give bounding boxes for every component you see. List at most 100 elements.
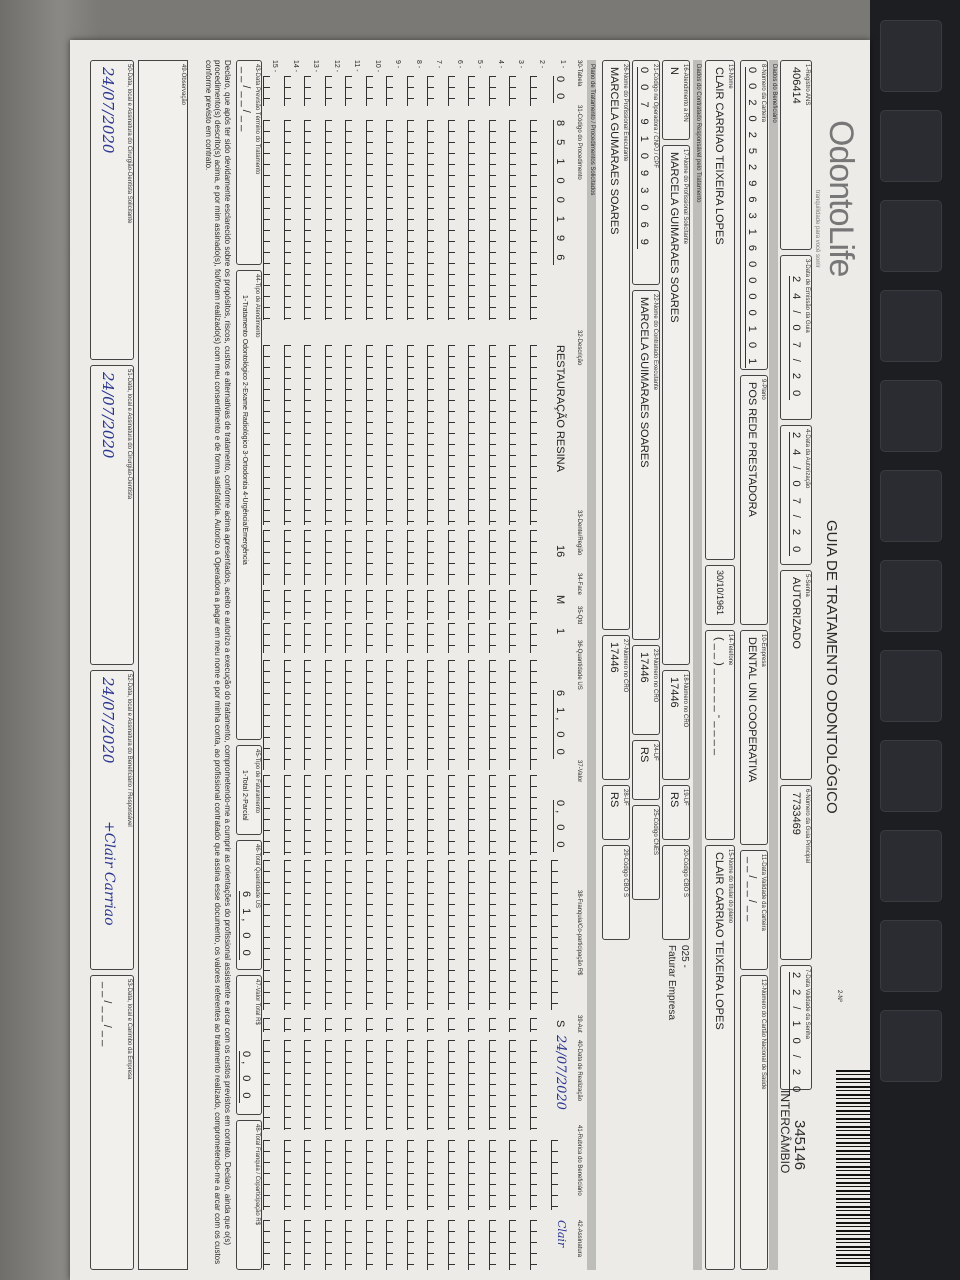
table-cell[interactable]: [366, 345, 373, 525]
field-validade-carteira[interactable]: 11-Data Validade da Carteira _ _ / _ _ / …: [740, 850, 768, 970]
field-cbo-prof[interactable]: 29-Código CBO S: [602, 845, 630, 940]
table-cell[interactable]: [407, 775, 414, 855]
table-cell[interactable]: [386, 623, 394, 653]
field-registro-ans[interactable]: 1-Registro ANS 406414: [780, 60, 812, 250]
table-cell[interactable]: [304, 860, 312, 1010]
table-cell[interactable]: [407, 1018, 414, 1032]
table-cell[interactable]: [530, 623, 537, 653]
table-cell[interactable]: [325, 1018, 332, 1032]
table-cell[interactable]: [509, 345, 517, 525]
table-cell[interactable]: [284, 120, 291, 320]
table-cell[interactable]: [427, 860, 435, 1010]
table-cell[interactable]: [509, 860, 517, 1010]
table-cell[interactable]: [509, 590, 517, 620]
table-cell[interactable]: [468, 345, 476, 525]
table-cell[interactable]: [304, 345, 312, 525]
table-cell[interactable]: [345, 120, 353, 320]
table-cell[interactable]: [407, 120, 414, 320]
field-nascimento[interactable]: 30/10/1961: [705, 565, 735, 625]
field-tipo-faturamento[interactable]: 45-Tipo de Faturamento 1-Total 2-Parcial: [236, 745, 262, 835]
field-uf-executante[interactable]: 24-UF RS: [632, 740, 660, 800]
table-cell[interactable]: [407, 860, 414, 1010]
table-cell[interactable]: [386, 1140, 394, 1210]
table-cell[interactable]: [366, 1140, 373, 1210]
table-cell[interactable]: [448, 590, 455, 620]
table-cell[interactable]: [366, 530, 373, 585]
table-cell[interactable]: [509, 120, 517, 320]
table-cell[interactable]: [345, 590, 353, 620]
table-cell[interactable]: [489, 660, 496, 770]
table-cell[interactable]: [284, 775, 291, 855]
table-cell[interactable]: [427, 1040, 435, 1130]
table-cell[interactable]: [448, 775, 455, 855]
table-cell[interactable]: [386, 530, 394, 585]
table-cell[interactable]: [489, 76, 496, 106]
table-cell[interactable]: [468, 1040, 476, 1130]
table-cell[interactable]: [263, 775, 271, 855]
signature-50[interactable]: 50-Data, local e Assinatura do Cirurgião…: [90, 60, 134, 360]
table-cell[interactable]: [284, 590, 291, 620]
table-cell[interactable]: [325, 660, 332, 770]
table-cell[interactable]: [386, 1018, 394, 1032]
table-cell[interactable]: [284, 530, 291, 585]
cell-face[interactable]: M: [554, 595, 566, 605]
table-cell[interactable]: [263, 76, 271, 106]
field-uf-solicitante[interactable]: 19-UF RS: [662, 785, 690, 840]
table-cell[interactable]: [345, 860, 353, 1010]
field-guia-principal[interactable]: 6-Número da Guia Principal 7733469: [780, 785, 812, 960]
table-cell[interactable]: [407, 1220, 414, 1270]
table-cell[interactable]: [345, 1040, 353, 1130]
table-cell[interactable]: [386, 1040, 394, 1130]
cell-qtd[interactable]: 1: [554, 628, 566, 635]
table-cell[interactable]: [284, 1140, 291, 1210]
table-cell[interactable]: [468, 590, 476, 620]
cell-franquia[interactable]: [551, 860, 558, 1010]
table-cell[interactable]: [448, 530, 455, 585]
table-cell[interactable]: [489, 623, 496, 653]
table-cell[interactable]: [325, 1040, 332, 1130]
table-cell[interactable]: [263, 590, 271, 620]
field-previsao-termino[interactable]: 43-Data Previsão Término do Tratamento _ …: [236, 60, 262, 265]
table-cell[interactable]: [530, 775, 537, 855]
table-cell[interactable]: [407, 530, 414, 585]
table-cell[interactable]: [304, 623, 312, 653]
table-cell[interactable]: [263, 660, 271, 770]
cell-codigo[interactable]: 8 5 1 0 0 1 9 6: [553, 120, 566, 266]
table-cell[interactable]: [489, 1140, 496, 1210]
table-cell[interactable]: [427, 660, 435, 770]
cell-descricao[interactable]: RESTAURAÇÃO RESINA: [554, 345, 566, 472]
table-cell[interactable]: [468, 120, 476, 320]
table-cell[interactable]: [509, 1040, 517, 1130]
table-cell[interactable]: [386, 1220, 394, 1270]
table-cell[interactable]: [468, 1220, 476, 1270]
table-cell[interactable]: [427, 590, 435, 620]
table-cell[interactable]: [509, 1220, 517, 1270]
field-codigo-operadora[interactable]: 21-Código na Operadora / CNPJ / CPF 0 0 7…: [632, 60, 660, 285]
table-cell[interactable]: [489, 530, 496, 585]
table-cell[interactable]: [366, 623, 373, 653]
table-cell[interactable]: [284, 1018, 291, 1032]
table-cell[interactable]: [427, 1220, 435, 1270]
table-cell[interactable]: [407, 76, 414, 106]
table-cell[interactable]: [304, 76, 312, 106]
table-cell[interactable]: [386, 590, 394, 620]
table-cell[interactable]: [284, 623, 291, 653]
table-cell[interactable]: [366, 590, 373, 620]
field-solicitante[interactable]: 17-Nome do Profissional Solicitante MARCE…: [662, 145, 690, 665]
signature-51[interactable]: 51-Data, local e Assinatura do Cirurgião…: [90, 365, 134, 665]
cell-quantidade-us[interactable]: 6 1, 0 0: [553, 690, 566, 759]
table-cell[interactable]: [530, 1140, 537, 1210]
field-cns[interactable]: 12-Número do Cartão Nacional de Saúde: [740, 975, 768, 1270]
table-cell[interactable]: [448, 76, 455, 106]
field-nome[interactable]: 13-Nome CLAIR CARRIAO TEIXEIRA LOPES: [705, 60, 735, 560]
table-cell[interactable]: [345, 345, 353, 525]
table-cell[interactable]: [489, 1018, 496, 1032]
table-cell[interactable]: [345, 1140, 353, 1210]
table-cell[interactable]: [509, 1018, 517, 1032]
table-cell[interactable]: [284, 345, 291, 525]
table-cell[interactable]: [325, 1140, 332, 1210]
table-cell[interactable]: [304, 120, 312, 320]
table-cell[interactable]: [284, 76, 291, 106]
table-cell[interactable]: [263, 530, 271, 585]
field-data-autorizacao[interactable]: 4-Data da Autorização 2 4 / 0 7 / 2 0: [780, 425, 812, 565]
